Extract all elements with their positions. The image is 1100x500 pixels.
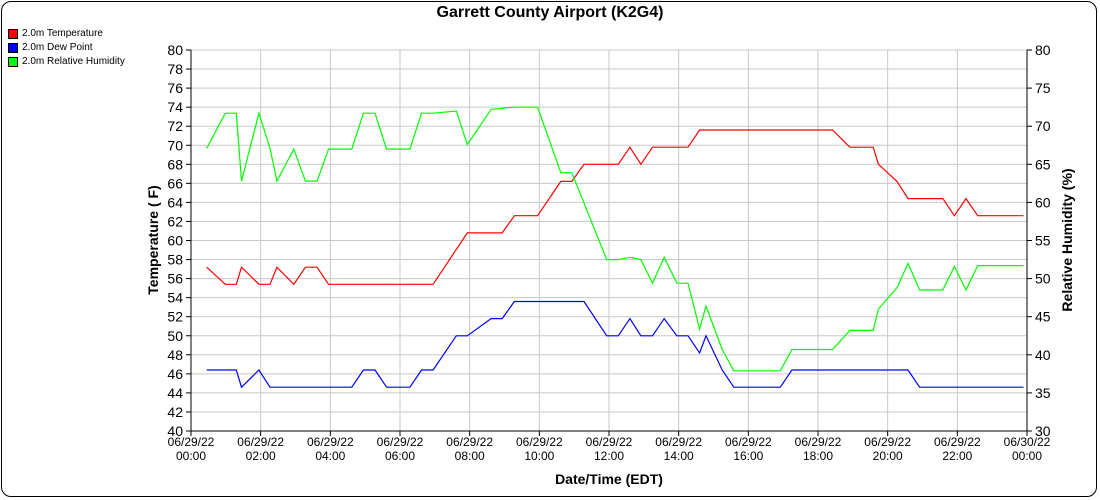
y-tick-label: 64 [167, 194, 183, 210]
legend-label: 2.0m Temperature [22, 28, 103, 39]
y-tick-label: 42 [167, 404, 183, 420]
y-tick-label: 80 [167, 42, 183, 58]
x-tick-label-time: 06:00 [385, 449, 415, 463]
x-tick-label-date: 06/29/22 [864, 435, 911, 449]
x-tick-label-time: 00:00 [1012, 449, 1042, 463]
x-tick-label-time: 16:00 [733, 449, 763, 463]
x-tick-label-date: 06/29/22 [446, 435, 493, 449]
y-tick-label: 76 [167, 80, 183, 96]
y-tick-label: 44 [167, 385, 183, 401]
y-tick-label: 54 [167, 290, 183, 306]
y-tick-label: 40 [167, 423, 183, 439]
y2-tick-label: 30 [1035, 423, 1051, 439]
y2-axis-label: Relative Humidity (%) [1059, 168, 1075, 311]
y2-tick-label: 70 [1035, 118, 1051, 134]
x-tick-label-time: 20:00 [873, 449, 903, 463]
y-tick-label: 62 [167, 213, 183, 229]
x-tick-label-time: 08:00 [455, 449, 485, 463]
temperature-line [206, 129, 1024, 286]
legend-item-dew-point: 2.0m Dew Point [8, 41, 125, 55]
y-tick-label: 68 [167, 156, 183, 172]
legend-label: 2.0m Dew Point [22, 42, 93, 53]
x-tick-label-date: 06/29/22 [516, 435, 563, 449]
x-tick-label-time: 14:00 [664, 449, 694, 463]
dew-point-line [206, 300, 1024, 389]
y-tick-label: 56 [167, 271, 183, 287]
x-tick-label-date: 06/29/22 [725, 435, 772, 449]
legend-swatch-temperature [8, 29, 18, 39]
y2-tick-label: 35 [1035, 385, 1051, 401]
y2-tick-label: 80 [1035, 42, 1051, 58]
legend-item-temperature: 2.0m Temperature [8, 27, 125, 41]
y-tick-label: 52 [167, 309, 183, 325]
x-tick-label-date: 06/29/22 [586, 435, 633, 449]
y-tick-label: 50 [167, 328, 183, 344]
x-tick-label-date: 06/29/22 [307, 435, 354, 449]
x-tick-label-time: 10:00 [524, 449, 554, 463]
legend-item-relative-humidity: 2.0m Relative Humidity [8, 55, 125, 69]
x-tick-label-date: 06/29/22 [377, 435, 424, 449]
y2-tick-label: 55 [1035, 233, 1051, 249]
x-tick-label-time: 12:00 [594, 449, 624, 463]
legend-swatch-relative-humidity [8, 57, 18, 67]
x-tick-label-time: 22:00 [942, 449, 972, 463]
x-tick-label-date: 06/29/22 [655, 435, 702, 449]
y-axis-label: Temperature ( F) [145, 185, 161, 294]
y2-tick-label: 75 [1035, 80, 1051, 96]
y2-tick-label: 65 [1035, 156, 1051, 172]
x-tick-label-time: 18:00 [803, 449, 833, 463]
x-tick-label-date: 06/29/22 [237, 435, 284, 449]
y2-tick-label: 50 [1035, 271, 1051, 287]
x-axis-label: Date/Time (EDT) [555, 471, 663, 487]
x-tick-label-date: 06/30/22 [1004, 435, 1051, 449]
y-tick-label: 66 [167, 175, 183, 191]
x-tick-label-date: 06/29/22 [934, 435, 981, 449]
y-tick-label: 74 [167, 99, 183, 115]
y-tick-label: 48 [167, 347, 183, 363]
legend: 2.0m Temperature 2.0m Dew Point 2.0m Rel… [8, 27, 125, 69]
y-tick-label: 58 [167, 252, 183, 268]
legend-label: 2.0m Relative Humidity [22, 56, 125, 67]
x-tick-label-time: 00:00 [176, 449, 206, 463]
x-tick-label-date: 06/29/22 [168, 435, 215, 449]
relative-humidity-line [206, 106, 1024, 372]
y2-tick-label: 40 [1035, 347, 1051, 363]
y-tick-label: 70 [167, 137, 183, 153]
y-tick-label: 78 [167, 61, 183, 77]
x-tick-label-time: 02:00 [246, 449, 276, 463]
y-tick-label: 72 [167, 118, 183, 134]
legend-swatch-dew-point [8, 43, 18, 53]
y-tick-label: 60 [167, 233, 183, 249]
chart-title: Garrett County Airport (K2G4) [436, 4, 664, 21]
x-tick-label-date: 06/29/22 [795, 435, 842, 449]
y-tick-label: 46 [167, 366, 183, 382]
y2-tick-label: 60 [1035, 194, 1051, 210]
x-tick-label-time: 04:00 [315, 449, 345, 463]
y2-tick-label: 45 [1035, 309, 1051, 325]
